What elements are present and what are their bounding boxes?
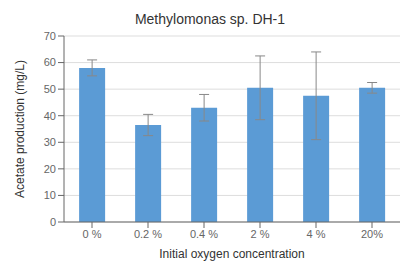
svg-text:0.2 %: 0.2 %: [134, 228, 162, 240]
svg-text:0 %: 0 %: [83, 228, 102, 240]
svg-text:Acetate production (mg/L): Acetate production (mg/L): [13, 60, 27, 198]
svg-text:50: 50: [44, 83, 56, 95]
svg-text:10: 10: [44, 189, 56, 201]
html-text:Methylomonas sp. DH-1: Methylomonas sp. DH-1: [134, 11, 286, 27]
svg-text:0: 0: [50, 216, 56, 228]
svg-text:60: 60: [44, 56, 56, 68]
svg-text:20: 20: [44, 163, 56, 175]
svg-text:30: 30: [44, 136, 56, 148]
svg-text:20%: 20%: [361, 228, 383, 240]
svg-text:2 %: 2 %: [251, 228, 270, 240]
svg-text:40: 40: [44, 110, 56, 122]
svg-text:70: 70: [44, 30, 56, 42]
svg-text:4 %: 4 %: [307, 228, 326, 240]
svg-text:0.4 %: 0.4 %: [190, 228, 218, 240]
svg-text:Initial oxygen concentration: Initial oxygen concentration: [159, 247, 304, 261]
